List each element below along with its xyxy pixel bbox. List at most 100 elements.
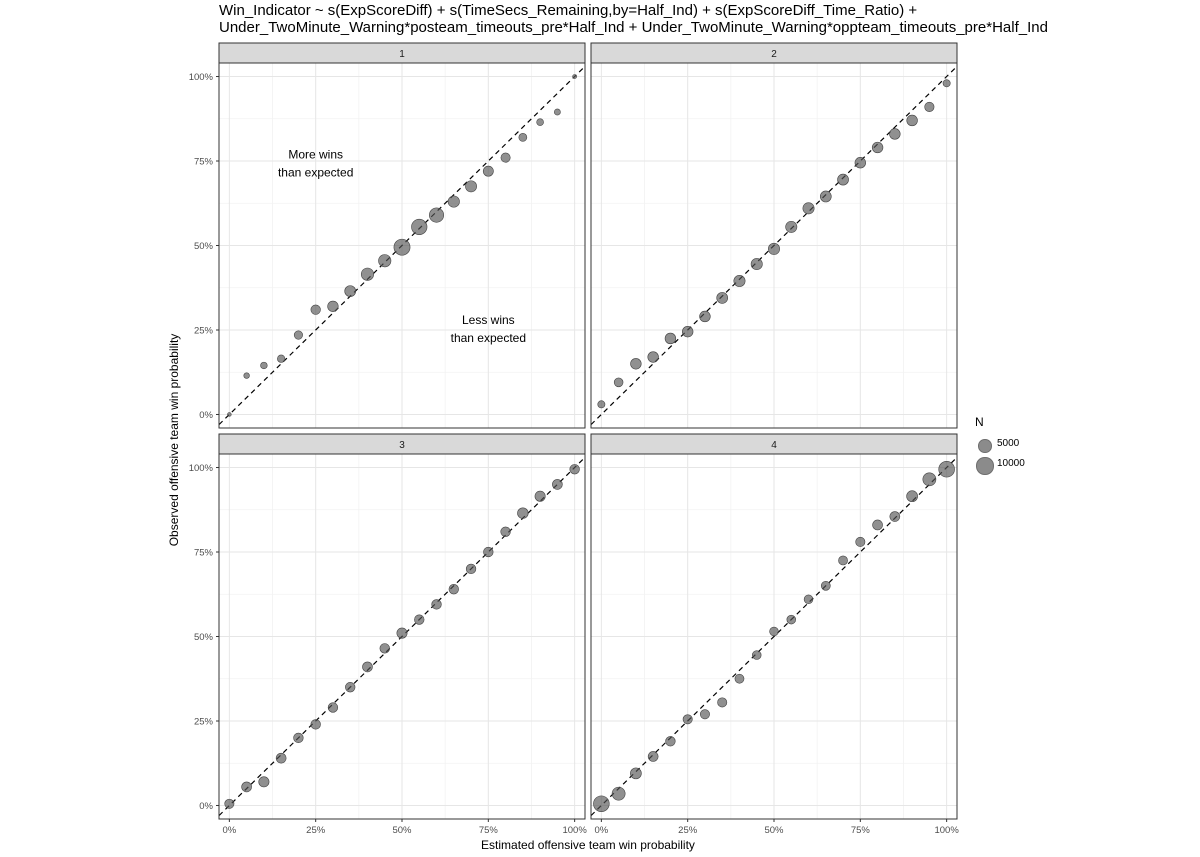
data-point — [310, 304, 321, 315]
x-tick-label: 50% — [764, 825, 784, 836]
data-point — [613, 377, 624, 388]
x-tick-label: 0% — [222, 825, 236, 836]
data-point — [344, 285, 357, 297]
data-point — [752, 650, 762, 660]
x-tick-label: 100% — [934, 825, 959, 836]
x-tick-label: 100% — [562, 825, 587, 836]
chart-title: Win_Indicator ~ s(ExpScoreDiff) + s(Time… — [219, 2, 1048, 36]
x-tick-label: 25% — [306, 825, 326, 836]
data-points — [597, 79, 951, 409]
data-point — [241, 781, 252, 793]
data-point — [411, 218, 428, 235]
y-tick-label: 0% — [199, 410, 213, 421]
y-tick-label: 25% — [194, 716, 214, 727]
data-point — [243, 372, 250, 379]
x-tick-label: 50% — [392, 825, 412, 836]
data-point — [802, 202, 815, 215]
gridlines — [219, 454, 585, 819]
data-point — [552, 479, 563, 490]
data-point — [665, 736, 676, 747]
x-tick-label: 75% — [851, 825, 871, 836]
data-point — [593, 795, 610, 813]
data-point — [682, 714, 693, 725]
data-point — [871, 141, 884, 154]
data-point — [820, 580, 831, 591]
data-point — [482, 165, 494, 177]
x-tick-label: 25% — [678, 825, 698, 836]
data-points — [224, 464, 580, 809]
data-point — [378, 254, 392, 268]
data-point — [786, 614, 796, 625]
data-point — [500, 152, 511, 163]
annotation-text: Less wins than expected — [451, 313, 526, 345]
data-point — [517, 507, 529, 519]
legend-label: 5000 — [997, 438, 1020, 449]
data-point — [275, 752, 287, 764]
data-point — [277, 354, 286, 363]
data-point — [664, 332, 677, 345]
y-tick-label: 50% — [194, 241, 214, 252]
data-point — [448, 584, 459, 595]
data-point — [534, 490, 546, 502]
data-point — [554, 108, 561, 116]
data-point — [258, 776, 270, 788]
data-point — [396, 627, 408, 639]
data-point — [465, 563, 477, 575]
data-point — [942, 79, 951, 88]
annotation-line: More wins — [288, 147, 343, 161]
data-point — [924, 101, 935, 112]
data-point — [906, 114, 918, 127]
data-point — [647, 351, 659, 363]
legend-entries: 5000 10000 — [975, 435, 1025, 475]
data-point — [938, 460, 955, 478]
data-point — [393, 238, 411, 256]
data-point — [429, 207, 445, 223]
data-point — [819, 190, 832, 203]
data-point — [768, 242, 780, 255]
data-point — [327, 300, 339, 312]
facet-strip-label: 1 — [399, 49, 405, 60]
data-points — [593, 460, 955, 813]
data-point — [362, 661, 373, 673]
legend-label: 10000 — [997, 458, 1025, 469]
facet-panel-3: 3 0% 25% 50% 75% 100% 0% 25% 50% 75% 100% — [189, 433, 587, 836]
chart-title-line-1: Win_Indicator ~ s(ExpScoreDiff) + s(Time… — [219, 2, 918, 19]
data-point — [379, 643, 390, 654]
data-point — [889, 511, 901, 522]
data-point — [837, 173, 849, 186]
chart-title-line-2: Under_TwoMinute_Warning*posteam_timeouts… — [219, 19, 1048, 36]
legend-title: N — [975, 415, 984, 429]
legend-entry: 10000 — [975, 455, 1025, 475]
y-tick-label: 100% — [189, 463, 214, 474]
data-point — [630, 358, 642, 370]
y-tick-label: 50% — [194, 632, 214, 643]
data-point — [536, 118, 544, 126]
facet-panel-4: 4 0% 25% 50% 75% 100% — [590, 433, 959, 836]
data-point — [465, 180, 477, 193]
size-legend: N 5000 10000 — [975, 415, 1025, 475]
data-point — [260, 361, 268, 370]
data-point — [500, 526, 511, 537]
data-point — [293, 732, 304, 744]
data-point — [630, 767, 642, 780]
data-point — [224, 798, 235, 809]
data-point — [597, 400, 606, 409]
data-point — [889, 128, 901, 140]
data-point — [345, 682, 356, 693]
facet-strip-label: 3 — [399, 440, 405, 451]
x-tick-label: 0% — [594, 825, 608, 836]
data-point — [327, 702, 339, 713]
data-point — [716, 292, 729, 304]
gridlines — [591, 454, 957, 819]
x-axis-title: Estimated offensive team win probability — [481, 838, 695, 852]
y-axis-title: Observed offensive team win probability — [167, 334, 181, 547]
data-point — [838, 555, 848, 566]
data-point — [647, 751, 659, 762]
data-point — [769, 626, 779, 637]
data-point — [310, 719, 321, 730]
y-tick-label: 75% — [194, 157, 214, 168]
data-point — [906, 490, 918, 503]
y-tick-label: 25% — [194, 325, 214, 336]
annotation-line: Less wins — [462, 313, 515, 327]
